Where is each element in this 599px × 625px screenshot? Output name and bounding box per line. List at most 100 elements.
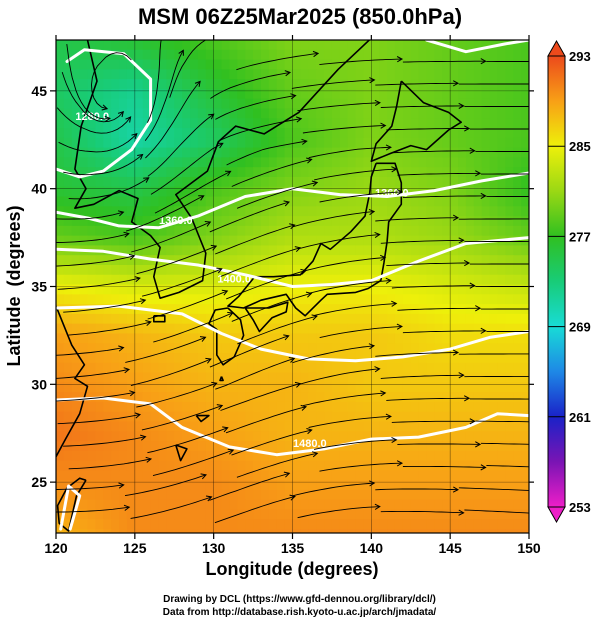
streamline-arrow: [537, 81, 542, 86]
heat-cell: [213, 206, 223, 217]
heat-cell: [450, 519, 459, 530]
heat-cell: [197, 313, 207, 325]
heat-cell: [394, 333, 404, 344]
heat-cell: [418, 362, 428, 374]
heat-cell: [174, 539, 182, 549]
heat-cell: [324, 59, 333, 70]
heat-cell: [331, 69, 341, 80]
heat-cell: [497, 108, 506, 119]
heat-cell: [418, 343, 428, 354]
heat-cell: [166, 401, 175, 413]
heat-cell: [95, 49, 104, 61]
heat-cell: [158, 411, 167, 423]
heat-cell: [465, 519, 475, 530]
heat-cell: [458, 489, 467, 501]
heat-cell: [56, 128, 65, 139]
heat-cell: [363, 529, 372, 533]
heat-cell: [458, 392, 467, 403]
heat-cell: [316, 137, 325, 149]
heat-cell: [245, 460, 254, 471]
heat-cell: [316, 539, 324, 549]
heat-cell: [284, 186, 294, 198]
heat-cell: [142, 313, 152, 325]
heat-cell: [103, 489, 112, 501]
streamline-arrow: [475, 441, 482, 448]
heat-cell: [308, 323, 317, 335]
heat-cell: [505, 411, 514, 423]
heat-cell: [229, 245, 238, 256]
heat-cell: [158, 40, 167, 51]
heat-cell: [174, 489, 183, 501]
heat-cell: [394, 196, 404, 207]
heat-cell: [119, 304, 128, 315]
heat-cell: [245, 186, 254, 198]
heat-cell: [221, 343, 231, 354]
heat-cell: [205, 519, 215, 530]
heat-cell: [284, 480, 294, 491]
heat-cell: [126, 519, 136, 530]
heat-cell: [237, 343, 246, 354]
heat-cell: [465, 40, 475, 51]
heat-cell: [331, 343, 341, 354]
streamline: [56, 368, 130, 379]
heat-cell: [465, 196, 475, 207]
heat-cell: [481, 147, 491, 158]
streamline-arrow: [369, 77, 376, 84]
streamline: [291, 79, 375, 89]
heat-cell: [166, 274, 175, 286]
heat-cell: [205, 372, 215, 383]
heat-cell: [166, 441, 175, 452]
heat-cell: [410, 480, 420, 491]
heat-cell: [371, 480, 380, 491]
heat-cell: [434, 284, 443, 295]
heat-cell: [347, 450, 357, 462]
heat-cell: [324, 284, 333, 295]
heat-cell: [513, 137, 522, 149]
heat-cell: [134, 421, 144, 432]
streamline-arrow: [480, 58, 487, 65]
streamline: [61, 71, 124, 123]
heat-cell: [339, 128, 349, 139]
streamline: [402, 195, 486, 199]
heat-cell: [158, 176, 167, 188]
heat-cell: [442, 323, 451, 335]
heat-cell: [418, 411, 428, 423]
heat-cell: [245, 245, 254, 256]
streamline: [308, 280, 391, 294]
heat-cell: [394, 313, 404, 325]
heat-cell: [450, 401, 459, 413]
heat-cell: [418, 450, 428, 462]
heat-cell: [79, 294, 89, 305]
heat-cell: [402, 519, 412, 530]
heat-cell: [379, 274, 388, 286]
heat-cell: [142, 470, 152, 481]
heat-cell: [229, 519, 238, 530]
heat-cell: [142, 450, 152, 462]
heat-cell: [473, 431, 483, 442]
heat-cell: [339, 147, 349, 158]
heat-cell: [79, 529, 89, 533]
heat-cell: [134, 362, 144, 374]
contour-line: [425, 40, 529, 54]
heat-cell: [300, 460, 309, 471]
heat-cell: [221, 79, 231, 90]
heat-cell: [260, 509, 270, 520]
heat-cell: [111, 216, 120, 227]
heat-cell: [276, 401, 286, 413]
heat-cell: [489, 489, 499, 501]
heat-cell: [505, 343, 514, 354]
heat-cell: [182, 69, 191, 80]
heat-cell: [331, 353, 341, 364]
heat-cell: [426, 519, 435, 530]
heat-cell: [111, 118, 120, 129]
heat-cell: [442, 411, 451, 423]
heat-cell: [111, 401, 120, 413]
heat-cell: [95, 519, 104, 530]
heat-cell: [63, 88, 73, 100]
heat-cell: [489, 206, 499, 217]
heat-cell: [174, 284, 183, 295]
heat-cell: [410, 441, 420, 452]
heat-cell: [402, 245, 412, 256]
heat-cell: [339, 206, 349, 217]
heat-cell: [134, 274, 144, 286]
